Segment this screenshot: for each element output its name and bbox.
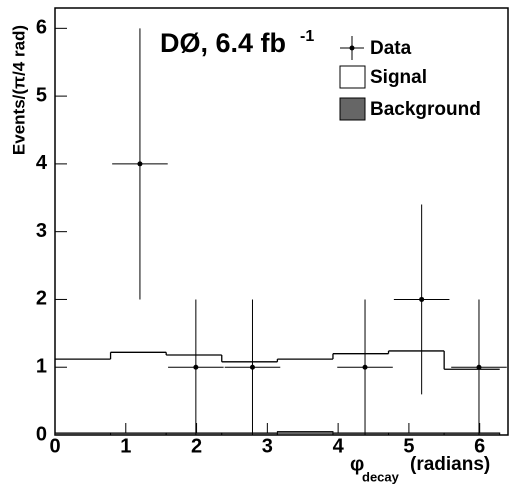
y-tick-label: 2 (36, 288, 47, 310)
legend-label: Signal (370, 67, 427, 88)
x-tick-label: 2 (191, 435, 202, 457)
legend-label: Background (370, 99, 481, 120)
x-tick-label: 3 (262, 435, 273, 457)
data-point (137, 161, 143, 167)
background-bar (165, 432, 223, 436)
y-tick-label: 4 (36, 152, 48, 174)
y-tick-label: 0 (36, 423, 47, 445)
legend-marker (349, 45, 355, 51)
data-point (476, 364, 482, 370)
background-bar (276, 431, 334, 436)
background-bar (388, 432, 445, 436)
chart-title: DØ, 6.4 fb (160, 28, 286, 58)
data-point (193, 364, 199, 370)
legend-label: Data (370, 38, 412, 59)
x-tick-label: 5 (403, 435, 414, 457)
x-axis-label-subscript: decay (362, 469, 400, 484)
y-tick-label: 3 (36, 220, 47, 242)
y-axis-label: Events/(π/4 rad) (9, 25, 28, 155)
x-axis-label: φ (350, 453, 364, 475)
y-tick-label: 6 (36, 17, 47, 39)
x-tick-label: 4 (333, 435, 345, 457)
plot-frame (54, 7, 509, 436)
title-superscript: -1 (300, 28, 314, 45)
data-point (419, 296, 425, 302)
background-bar (443, 432, 501, 436)
background-bar (221, 432, 278, 436)
legend-swatch (339, 65, 366, 89)
background-bar (110, 432, 167, 436)
data-point (249, 364, 255, 370)
data-point (362, 364, 368, 370)
background-bar (332, 432, 390, 436)
x-tick-label: 6 (474, 435, 485, 457)
y-tick-label: 1 (36, 356, 47, 378)
legend-swatch (339, 97, 366, 121)
y-tick-label: 5 (36, 84, 47, 106)
x-axis-unit: (radians) (410, 454, 490, 475)
x-tick-label: 0 (49, 435, 60, 457)
background-bar (54, 432, 112, 436)
x-tick-label: 1 (120, 435, 131, 457)
